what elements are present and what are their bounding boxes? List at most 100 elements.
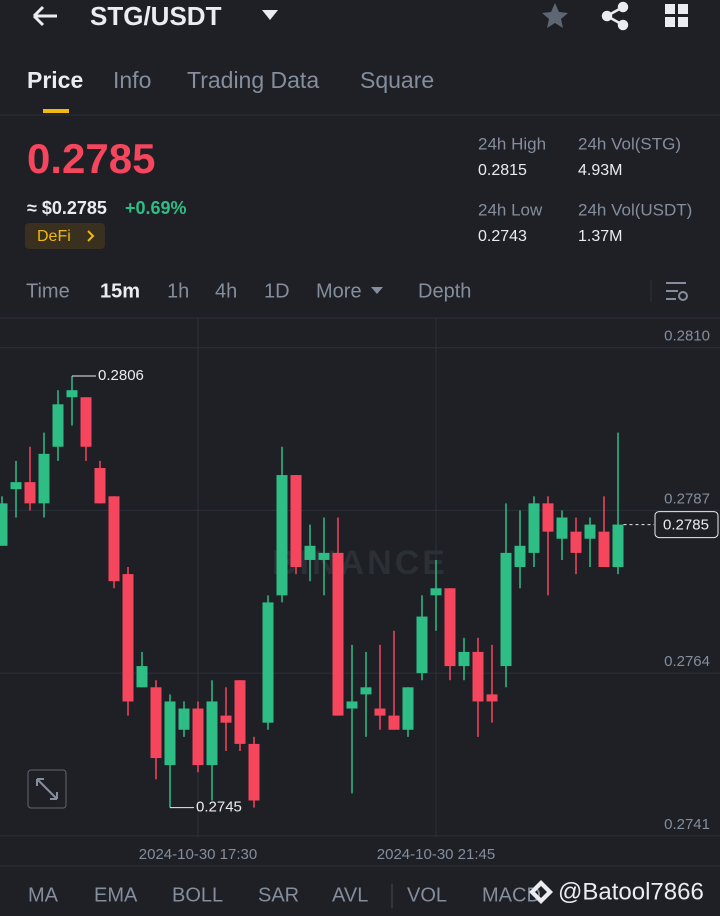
favorite-icon[interactable] [542, 3, 568, 28]
interval-tab[interactable]: 15m [100, 280, 140, 302]
y-tick-label: 0.2787 [664, 490, 710, 507]
candle-body [542, 503, 554, 532]
stat-label: 24h Vol(STG) [578, 134, 681, 153]
candle-body [388, 715, 400, 730]
y-tick-label: 0.2764 [664, 653, 710, 670]
indicator-tab[interactable]: EMA [94, 884, 138, 906]
candle-body [304, 545, 316, 560]
stat-label: 24h Vol(USDT) [578, 200, 692, 219]
grid-menu-icon[interactable] [665, 4, 688, 27]
tab[interactable]: Info [113, 67, 151, 93]
candle-body [584, 524, 596, 539]
candle-body [150, 687, 162, 759]
candle-body [178, 708, 190, 730]
last-price-box [654, 511, 719, 539]
tag-arrow [87, 230, 95, 242]
candle-body [528, 503, 540, 553]
tab-indicator [43, 109, 69, 113]
candle-body [0, 503, 8, 546]
usd-price: ≈ $0.2785 [27, 198, 107, 218]
candle-body [444, 588, 456, 667]
candle-body [472, 651, 484, 702]
candle-body [38, 453, 50, 504]
back-button[interactable] [32, 5, 57, 27]
candle-body [248, 743, 260, 801]
candle-body [416, 616, 428, 674]
low-label: 0.2745 [196, 799, 242, 816]
tab[interactable]: Square [360, 67, 434, 93]
interval-tab[interactable]: Depth [418, 280, 471, 302]
x-tick-label: 2024-10-30 17:30 [139, 846, 257, 863]
candle-body [136, 666, 148, 688]
indicator-tab[interactable]: VOL [407, 884, 447, 906]
chart-settings-icon[interactable] [666, 282, 688, 301]
tag-label[interactable]: DeFi [37, 228, 71, 245]
indicator-tab[interactable]: AVL [332, 884, 368, 906]
candle-body [458, 651, 470, 667]
tab[interactable]: Price [27, 67, 83, 93]
candle-body [262, 602, 274, 723]
candle-body [612, 524, 624, 568]
candle-body [94, 467, 106, 504]
stat-value: 4.93M [578, 162, 622, 179]
y-tick-label: 0.2741 [664, 816, 710, 833]
price-change: +0.69% [125, 198, 187, 218]
expand-button[interactable] [27, 769, 67, 809]
tab[interactable]: Trading Data [187, 67, 319, 93]
candle-body [10, 482, 22, 490]
stat-value: 0.2815 [478, 162, 527, 179]
high-label: 0.2806 [98, 367, 144, 384]
watermark-text: @Batool7866 [558, 878, 704, 905]
candle-body [598, 531, 610, 568]
candle-body [66, 390, 78, 398]
stat-label: 24h Low [478, 200, 543, 219]
candle-body [346, 701, 358, 709]
candle-body [374, 708, 386, 716]
candle-body [430, 588, 442, 596]
stat-value: 0.2743 [478, 228, 527, 245]
candle-body [122, 574, 134, 702]
last-price: 0.2785 [27, 135, 155, 182]
candle-body [24, 482, 36, 504]
candle-body [570, 531, 582, 553]
watermark-logo [529, 880, 553, 904]
indicator-tab[interactable]: MACD [482, 884, 541, 906]
candle-body [52, 404, 64, 447]
more-dropdown [371, 287, 383, 294]
candle-body [486, 694, 498, 702]
indicator-tab[interactable]: SAR [258, 884, 299, 906]
candle-body [234, 680, 246, 744]
tag-chip[interactable] [25, 223, 105, 249]
interval-tab[interactable]: More [316, 280, 362, 302]
candle-body [360, 687, 372, 695]
candle-body [80, 397, 92, 447]
candle-body [192, 708, 204, 766]
indicator-tab[interactable]: BOLL [172, 884, 223, 906]
expand-icon [36, 778, 58, 800]
pair-title[interactable]: STG/USDT [90, 1, 222, 31]
stat-value: 1.37M [578, 228, 622, 245]
share-icon[interactable] [601, 1, 629, 31]
last-price-label: 0.2785 [663, 517, 709, 534]
candle-body [332, 552, 344, 716]
interval-tab[interactable]: Time [26, 280, 70, 302]
candle-body [318, 552, 330, 560]
candle-body [220, 715, 232, 723]
candle-body [276, 475, 288, 596]
candle-body [290, 475, 302, 568]
candle-body [206, 701, 218, 766]
interval-tab[interactable]: 1D [264, 280, 290, 302]
pair-dropdown[interactable] [262, 10, 278, 20]
indicator-tab[interactable]: MA [28, 884, 59, 906]
stat-label: 24h High [478, 134, 546, 153]
candle-body [108, 496, 120, 582]
candle-body [402, 687, 414, 730]
y-tick-label: 0.2810 [664, 328, 710, 345]
candle-body [514, 545, 526, 568]
interval-tab[interactable]: 1h [167, 280, 189, 302]
candle-body [500, 552, 512, 667]
candle-body [556, 517, 568, 539]
interval-tab[interactable]: 4h [215, 280, 237, 302]
